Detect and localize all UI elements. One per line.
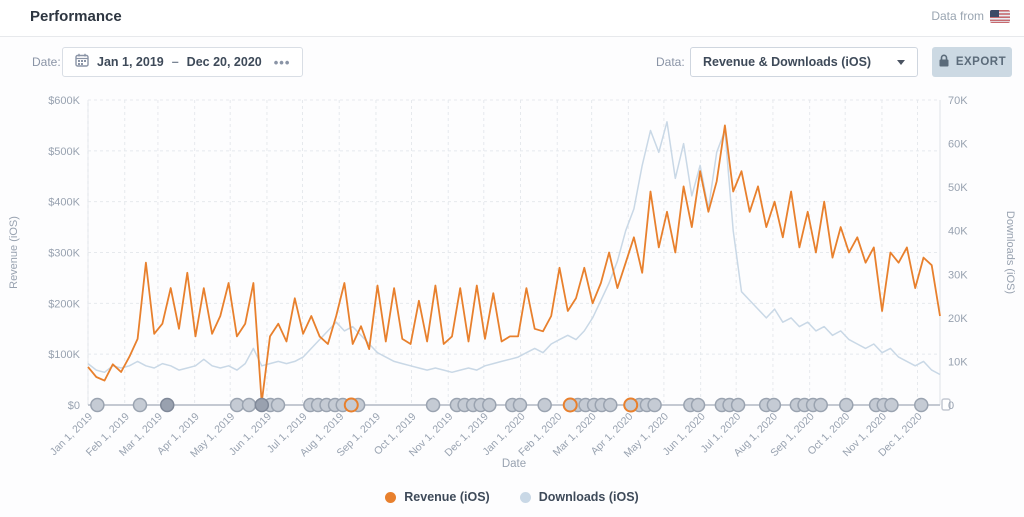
event-marker[interactable] [241,397,257,413]
svg-text:$200K: $200K [48,298,80,310]
data-type-select-value: Revenue & Downloads (iOS) [703,55,872,69]
svg-text:Revenue (iOS): Revenue (iOS) [8,216,20,289]
date-label: Date: [32,55,61,69]
calendar-icon [75,53,89,72]
svg-text:$300K: $300K [48,248,80,260]
revenue-dot-icon [385,491,397,503]
event-marker[interactable] [537,397,552,413]
date-range-separator: – [171,55,179,69]
svg-text:$600K: $600K [48,95,80,107]
svg-text:40K: 40K [948,226,968,238]
downloads-dot-icon [519,491,531,503]
date-range-picker[interactable]: Jan 1, 2019 – Dec 20, 2020 ••• [62,47,304,77]
event-marker-dark[interactable] [159,397,175,413]
data-from-label: Data from [931,9,984,23]
svg-text:60K: 60K [948,139,968,151]
event-marker[interactable] [730,397,746,413]
svg-text:0: 0 [948,400,954,412]
event-marker[interactable] [914,397,929,413]
legend-item-revenue[interactable]: Revenue (iOS) [385,490,490,504]
event-marker-highlighted[interactable] [562,397,578,413]
event-marker[interactable] [884,397,899,413]
chevron-down-icon [897,59,905,65]
svg-text:$0: $0 [68,400,80,412]
event-marker-highlighted[interactable] [623,397,639,413]
event-marker[interactable] [647,397,662,413]
page-header: Performance Data from [0,0,1024,37]
data-label: Data: [656,55,685,69]
svg-text:$100K: $100K [48,349,80,361]
event-marker[interactable] [766,397,782,413]
svg-text:70K: 70K [948,95,968,107]
svg-text:Downloads (iOS): Downloads (iOS) [1004,211,1016,294]
legend-item-downloads[interactable]: Downloads (iOS) [519,490,639,504]
event-marker[interactable] [270,397,286,413]
us-flag-icon [990,9,1010,23]
chart-canvas[interactable]: $600K $500K $400K $300K $200K $100K $0 70K 60K 50… [0,86,1024,478]
event-marker[interactable] [229,397,245,413]
svg-text:20K: 20K [948,313,968,325]
event-marker[interactable] [690,397,706,413]
chart-legend: Revenue (iOS) Downloads (iOS) [0,490,1024,504]
export-button-label: EXPORT [955,56,1007,68]
event-marker-highlighted[interactable] [343,397,359,413]
event-marker[interactable] [512,397,528,413]
svg-text:Date: Date [502,458,526,470]
legend-label-downloads: Downloads (iOS) [538,490,639,504]
lock-icon [938,54,950,70]
export-button[interactable]: EXPORT [932,47,1012,77]
performance-chart[interactable]: $600K $500K $400K $300K $200K $100K $0 70K 60K 50… [0,86,1024,478]
event-marker[interactable] [90,397,105,413]
event-marker[interactable] [132,397,148,413]
date-range-end: Dec 20, 2020 [186,55,262,69]
toolbar: Date: Jan 1, 2019 – Dec 20, 2020 ••• Dat… [0,47,1024,79]
legend-label-revenue: Revenue (iOS) [404,490,490,504]
svg-text:$400K: $400K [48,197,80,209]
event-marker[interactable] [425,397,441,413]
data-type-select[interactable]: Revenue & Downloads (iOS) [690,47,918,77]
event-marker[interactable] [839,397,854,413]
event-marker-dark[interactable] [254,397,270,413]
svg-text:10K: 10K [948,356,968,368]
svg-text:50K: 50K [948,182,968,194]
svg-text:30K: 30K [948,269,968,281]
event-marker[interactable] [603,397,618,413]
date-options-button[interactable]: ••• [273,54,291,70]
event-marker[interactable] [482,397,497,413]
data-from-indicator: Data from [931,9,1010,23]
page-title: Performance [30,8,122,25]
event-marker[interactable] [813,397,828,413]
date-range-start: Jan 1, 2019 [97,55,164,69]
svg-text:$500K: $500K [48,146,80,158]
